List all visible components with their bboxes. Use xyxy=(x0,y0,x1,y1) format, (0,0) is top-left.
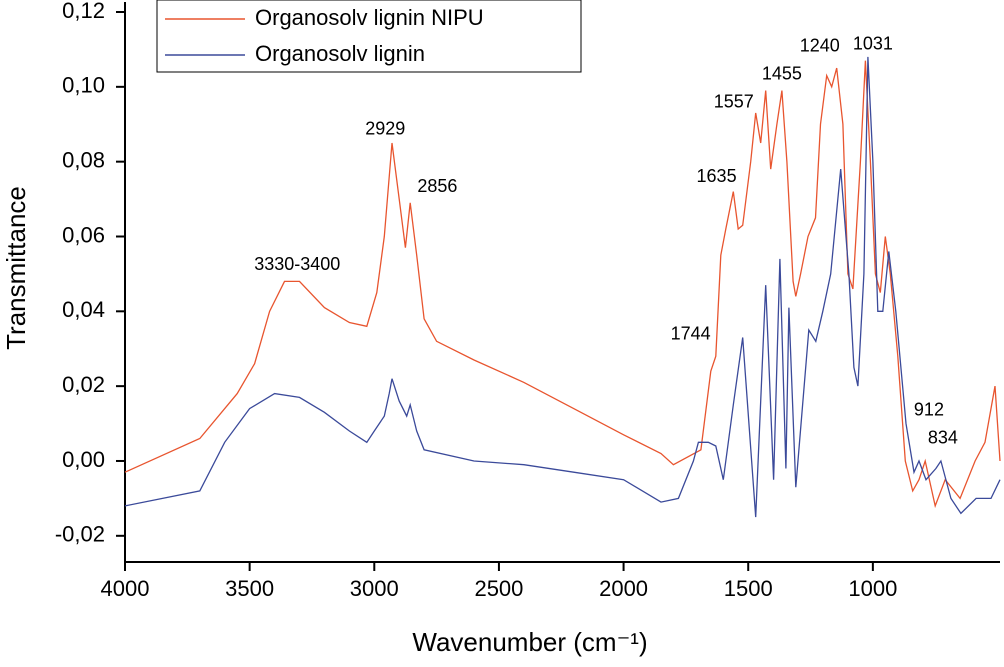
x-tick-label: 4000 xyxy=(101,576,150,601)
y-tick-label: -0,02 xyxy=(55,522,105,547)
legend-label: Organosolv lignin xyxy=(255,41,425,66)
peak-label: 1455 xyxy=(762,64,802,84)
y-tick-label: 0,12 xyxy=(62,0,105,23)
y-tick-label: 0,04 xyxy=(62,297,105,322)
peak-label: 1240 xyxy=(800,36,840,56)
peak-label: 912 xyxy=(914,400,944,420)
x-tick-label: 3500 xyxy=(225,576,274,601)
legend-label: Organosolv lignin NIPU xyxy=(255,5,484,30)
spectrum-line xyxy=(124,60,1001,509)
legend-box xyxy=(156,0,582,73)
y-tick-label: 0,06 xyxy=(62,222,105,247)
x-tick-label: 2500 xyxy=(474,576,523,601)
y-tick-label: 0,02 xyxy=(62,372,105,397)
x-axis-label: Wavenumber (cm⁻¹) xyxy=(412,627,647,657)
peak-label: 1635 xyxy=(697,166,737,186)
y-tick-label: 0,10 xyxy=(62,73,105,98)
peak-label: 1557 xyxy=(714,92,754,112)
spectrum-line xyxy=(124,56,1001,518)
peak-label: 834 xyxy=(928,428,958,448)
peak-label: 1031 xyxy=(853,33,893,53)
x-tick-label: 1500 xyxy=(724,576,773,601)
y-axis-label: Transmittance xyxy=(1,186,31,350)
peak-label: 3330-3400 xyxy=(254,254,340,274)
x-tick-label: 3000 xyxy=(350,576,399,601)
x-tick-label: 1000 xyxy=(848,576,897,601)
peak-label: 1744 xyxy=(671,323,711,343)
peak-label: 2929 xyxy=(365,119,405,139)
x-tick-label: 2000 xyxy=(599,576,648,601)
y-tick-label: 0,08 xyxy=(62,147,105,172)
peak-label: 2856 xyxy=(417,176,457,196)
y-tick-label: 0,00 xyxy=(62,447,105,472)
